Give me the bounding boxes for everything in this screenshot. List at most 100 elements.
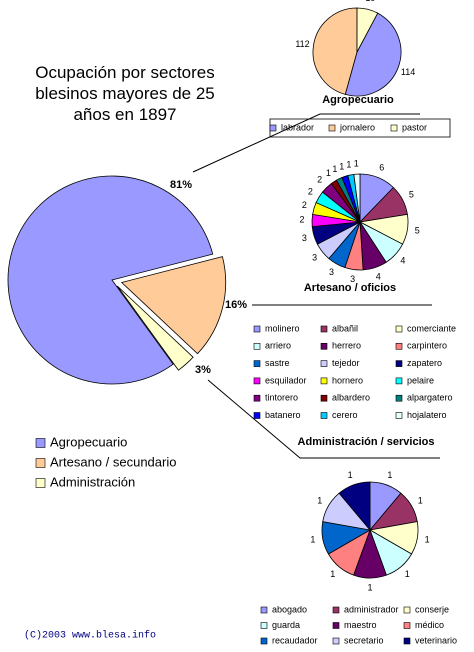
legend-swatch bbox=[395, 325, 403, 333]
data-label: 1 bbox=[387, 470, 392, 480]
data-label: 4 bbox=[400, 255, 405, 265]
data-label: 1 bbox=[339, 161, 344, 171]
legend-swatch bbox=[253, 412, 261, 419]
legend-swatch bbox=[253, 360, 261, 367]
pie-slice bbox=[312, 7, 358, 95]
legend-label: jornalero bbox=[339, 122, 375, 132]
legend-swatch bbox=[390, 124, 398, 132]
data-label: 1 bbox=[425, 534, 430, 544]
legend-swatch bbox=[320, 412, 328, 419]
legend-label: maestro bbox=[344, 620, 377, 630]
data-label: 2 bbox=[308, 186, 313, 196]
legend-label: tintorero bbox=[265, 393, 298, 403]
data-label: 3 bbox=[312, 253, 317, 263]
legend-label: pastor bbox=[402, 122, 427, 132]
legend-label: conserje bbox=[415, 604, 449, 614]
legend-swatch bbox=[35, 438, 46, 448]
data-label: 3 bbox=[302, 233, 307, 243]
data-label: 1 bbox=[354, 158, 359, 168]
data-label: 6 bbox=[379, 163, 384, 173]
legend-swatch bbox=[253, 394, 261, 402]
legend-label: hojalatero bbox=[407, 410, 447, 420]
data-label: 114 bbox=[401, 67, 415, 77]
pie-slice bbox=[344, 12, 402, 97]
data-label: 1 bbox=[346, 159, 351, 169]
leader-line bbox=[207, 379, 440, 459]
pie-slice bbox=[116, 285, 194, 371]
legend-label: albardero bbox=[332, 393, 370, 403]
legend-label: cerero bbox=[332, 410, 358, 420]
legend-label: labrador bbox=[281, 122, 314, 132]
legend-label: secretario bbox=[344, 635, 384, 645]
legend-swatch bbox=[253, 325, 261, 333]
chart-title: Artesano / oficios bbox=[304, 282, 396, 294]
data-label: 1 bbox=[330, 569, 335, 579]
legend-swatch bbox=[332, 606, 340, 614]
legend-swatch bbox=[395, 412, 403, 419]
data-label: 1 bbox=[317, 495, 322, 505]
data-label: 16% bbox=[225, 299, 247, 311]
data-label: 5 bbox=[409, 190, 414, 200]
legend-swatch bbox=[253, 342, 261, 350]
data-label: 3 bbox=[350, 274, 355, 284]
data-label: 81% bbox=[170, 179, 192, 191]
legend-swatch bbox=[320, 325, 328, 333]
pie-slice bbox=[7, 175, 214, 385]
legend-swatch bbox=[332, 637, 340, 645]
data-label: 4 bbox=[376, 271, 381, 281]
legend-label: Agropecuario bbox=[50, 434, 127, 449]
legend-label: pelaire bbox=[407, 375, 434, 385]
pie-slice bbox=[356, 7, 379, 53]
leader-line bbox=[192, 113, 420, 173]
data-label: 112 bbox=[295, 39, 309, 49]
legend-label: albañil bbox=[332, 323, 358, 333]
legend-label: Administración bbox=[50, 474, 135, 489]
legend-label: zapatero bbox=[407, 358, 442, 368]
pie-slice bbox=[120, 256, 227, 355]
legend-label: veterinario bbox=[415, 635, 457, 645]
legend-swatch bbox=[395, 342, 403, 350]
legend-label: abogado bbox=[272, 604, 307, 614]
legend-label: carpintero bbox=[407, 341, 447, 351]
legend-label: comerciante bbox=[407, 323, 456, 333]
legend-swatch bbox=[260, 637, 268, 645]
legend-label: Artesano / secundario bbox=[50, 454, 176, 469]
legend-swatch bbox=[328, 124, 336, 132]
legend-label: esquilador bbox=[265, 375, 307, 385]
legend-swatch bbox=[403, 637, 411, 645]
legend-label: alpargatero bbox=[407, 393, 453, 403]
legend-label: guarda bbox=[272, 620, 300, 630]
data-label: 3 bbox=[329, 267, 334, 277]
chart-title: Administración / servicios bbox=[298, 436, 435, 448]
legend-label: sastre bbox=[265, 358, 290, 368]
legend-label: herrero bbox=[332, 341, 361, 351]
legend-swatch bbox=[395, 377, 403, 385]
title-box: Ocupación por sectores blesinos mayores … bbox=[35, 63, 215, 124]
data-label: 1 bbox=[332, 164, 337, 174]
pie-slice bbox=[338, 481, 371, 532]
legend-swatch bbox=[320, 394, 328, 402]
legend-swatch bbox=[403, 606, 411, 614]
data-label: 1 bbox=[310, 534, 315, 544]
legend-swatch bbox=[260, 622, 268, 629]
legend-swatch bbox=[395, 360, 403, 367]
legend-label: hornero bbox=[332, 375, 363, 385]
data-label: 1 bbox=[367, 582, 372, 592]
legend-swatch bbox=[253, 377, 261, 385]
data-label: 3% bbox=[195, 364, 211, 376]
legend-label: recaudador bbox=[272, 635, 318, 645]
legend-swatch bbox=[332, 622, 340, 629]
legend-label: molinero bbox=[265, 323, 300, 333]
legend-swatch bbox=[395, 394, 403, 402]
data-label: 2 bbox=[302, 200, 307, 210]
legend-swatch bbox=[269, 124, 277, 132]
legend-label: tejedor bbox=[332, 358, 360, 368]
leader-lines bbox=[192, 113, 440, 459]
legend-swatch bbox=[35, 478, 46, 488]
chart-title: Agropecuario bbox=[322, 94, 394, 106]
data-label: 2 bbox=[300, 215, 305, 225]
legend-swatch bbox=[320, 377, 328, 385]
legend-swatch bbox=[320, 360, 328, 367]
footer: (C)2003 www.blesa.info bbox=[24, 630, 156, 642]
